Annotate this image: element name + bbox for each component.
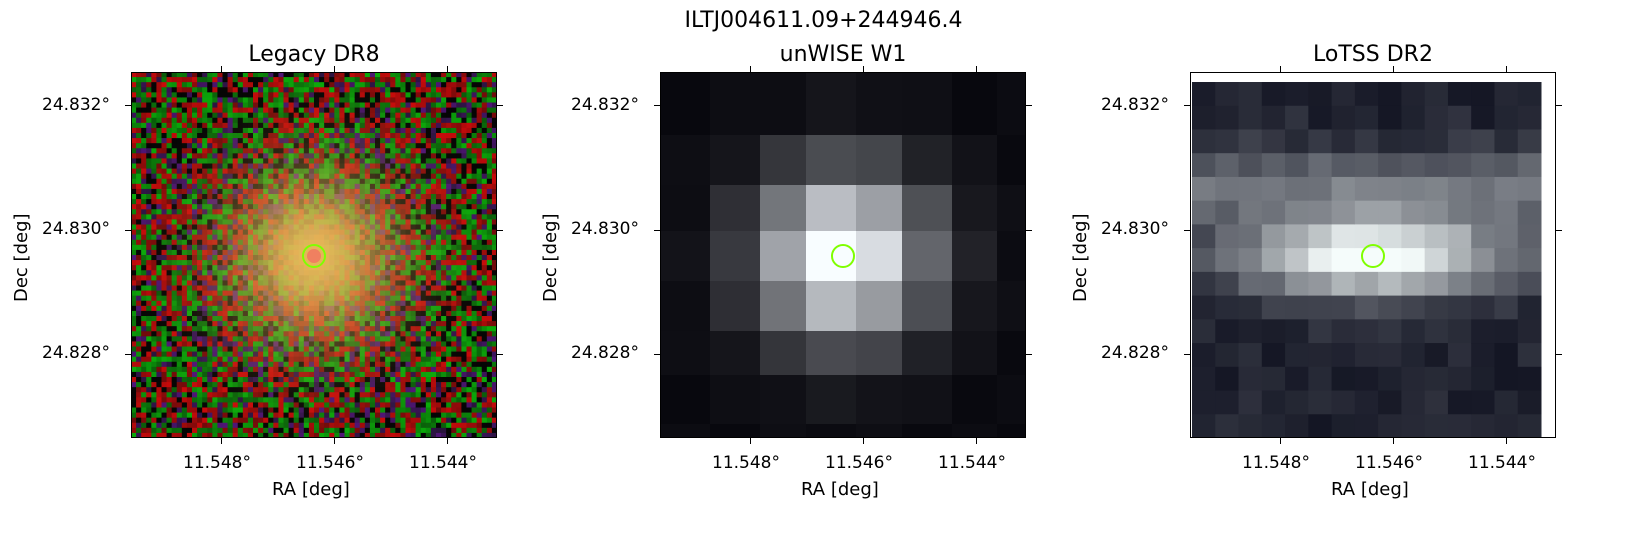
source-marker-circle <box>831 244 855 268</box>
ytick-label: 24.830° <box>42 219 110 239</box>
figure-suptitle: ILTJ004611.09+244946.4 <box>684 8 963 33</box>
x-tick-mark <box>221 438 223 444</box>
y-tick-mark <box>125 230 131 232</box>
xtick-label: 11.548° <box>183 453 251 473</box>
panel-title-legacy: Legacy DR8 <box>248 42 380 67</box>
x-axis-label: RA [deg] <box>1331 479 1409 500</box>
ytick-label: 24.832° <box>42 95 110 115</box>
x-tick-mark <box>447 438 449 444</box>
x-tick-mark <box>221 66 223 72</box>
y-tick-mark <box>497 105 503 107</box>
x-tick-mark <box>750 438 752 444</box>
x-tick-mark <box>334 438 336 444</box>
y-axis-label: Dec [deg] <box>11 213 32 302</box>
x-tick-mark <box>863 66 865 72</box>
xtick-label: 11.546° <box>296 453 364 473</box>
y-axis-label: Dec [deg] <box>540 213 561 302</box>
x-tick-mark <box>1393 66 1395 72</box>
xtick-label: 11.546° <box>1355 453 1423 473</box>
legacy-dr8-image <box>131 72 497 438</box>
xtick-label: 11.548° <box>1242 453 1310 473</box>
y-tick-mark <box>1184 105 1190 107</box>
y-tick-mark <box>1026 354 1032 356</box>
y-tick-mark <box>125 354 131 356</box>
x-tick-mark <box>1280 66 1282 72</box>
lotss-dr2-image <box>1190 72 1556 438</box>
y-tick-mark <box>1556 354 1562 356</box>
x-axis-label: RA [deg] <box>801 479 879 500</box>
ytick-label: 24.828° <box>42 343 110 363</box>
x-axis-label: RA [deg] <box>272 479 350 500</box>
x-tick-mark <box>1393 438 1395 444</box>
x-tick-mark <box>1506 438 1508 444</box>
ytick-label: 24.830° <box>1101 219 1169 239</box>
x-tick-mark <box>447 66 449 72</box>
y-tick-mark <box>1026 230 1032 232</box>
x-tick-mark <box>334 66 336 72</box>
unwise-w1-image <box>660 72 1026 438</box>
y-tick-mark <box>1184 354 1190 356</box>
y-axis-label: Dec [deg] <box>1070 213 1091 302</box>
ytick-label: 24.832° <box>571 95 639 115</box>
xtick-label: 11.544° <box>409 453 477 473</box>
x-tick-mark <box>976 438 978 444</box>
ytick-label: 24.828° <box>1101 343 1169 363</box>
ytick-label: 24.832° <box>1101 95 1169 115</box>
x-tick-mark <box>976 66 978 72</box>
panel-title-lotss: LoTSS DR2 <box>1313 42 1433 67</box>
y-tick-mark <box>1026 105 1032 107</box>
source-marker-circle <box>1361 244 1385 268</box>
y-tick-mark <box>1184 230 1190 232</box>
y-tick-mark <box>125 105 131 107</box>
x-tick-mark <box>750 66 752 72</box>
y-tick-mark <box>654 230 660 232</box>
y-tick-mark <box>497 354 503 356</box>
panel-title-unwise: unWISE W1 <box>779 42 907 67</box>
xtick-label: 11.548° <box>712 453 780 473</box>
y-tick-mark <box>497 230 503 232</box>
xtick-label: 11.544° <box>938 453 1006 473</box>
x-tick-mark <box>1280 438 1282 444</box>
y-tick-mark <box>654 354 660 356</box>
xtick-label: 11.544° <box>1468 453 1536 473</box>
ytick-label: 24.828° <box>571 343 639 363</box>
y-tick-mark <box>654 105 660 107</box>
x-tick-mark <box>1506 66 1508 72</box>
y-tick-mark <box>1556 105 1562 107</box>
ytick-label: 24.830° <box>571 219 639 239</box>
xtick-label: 11.546° <box>825 453 893 473</box>
x-tick-mark <box>863 438 865 444</box>
source-marker-circle <box>302 244 326 268</box>
y-tick-mark <box>1556 230 1562 232</box>
